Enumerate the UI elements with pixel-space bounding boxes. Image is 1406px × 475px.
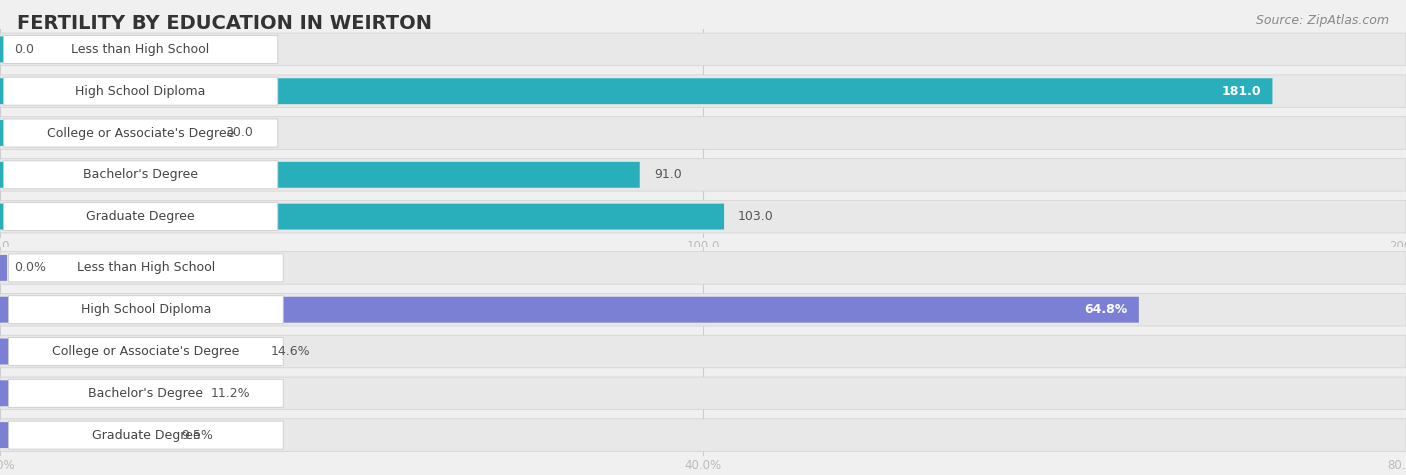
FancyBboxPatch shape [3, 203, 278, 230]
FancyBboxPatch shape [0, 37, 7, 62]
FancyBboxPatch shape [0, 255, 7, 281]
Text: High School Diploma: High School Diploma [80, 303, 211, 316]
FancyBboxPatch shape [3, 119, 278, 147]
Text: College or Associate's Degree: College or Associate's Degree [52, 345, 239, 358]
FancyBboxPatch shape [3, 161, 278, 189]
Text: 30.0: 30.0 [225, 126, 253, 140]
Text: Source: ZipAtlas.com: Source: ZipAtlas.com [1256, 14, 1389, 27]
FancyBboxPatch shape [0, 200, 1406, 233]
FancyBboxPatch shape [0, 162, 640, 188]
Text: 11.2%: 11.2% [211, 387, 250, 400]
FancyBboxPatch shape [0, 335, 1406, 368]
FancyBboxPatch shape [8, 380, 283, 407]
FancyBboxPatch shape [0, 294, 1406, 326]
Text: 181.0: 181.0 [1222, 85, 1261, 98]
FancyBboxPatch shape [0, 422, 167, 448]
Text: FERTILITY BY EDUCATION IN WEIRTON: FERTILITY BY EDUCATION IN WEIRTON [17, 14, 432, 33]
Text: 64.8%: 64.8% [1084, 303, 1128, 316]
FancyBboxPatch shape [0, 297, 1139, 323]
FancyBboxPatch shape [0, 75, 1406, 107]
Text: 9.5%: 9.5% [181, 428, 212, 442]
FancyBboxPatch shape [0, 117, 1406, 149]
FancyBboxPatch shape [8, 254, 283, 282]
Text: 0.0%: 0.0% [14, 261, 46, 275]
Text: Bachelor's Degree: Bachelor's Degree [89, 387, 204, 400]
Text: 0.0: 0.0 [14, 43, 34, 56]
FancyBboxPatch shape [0, 78, 1272, 104]
FancyBboxPatch shape [8, 338, 283, 365]
FancyBboxPatch shape [0, 204, 724, 229]
FancyBboxPatch shape [0, 419, 1406, 451]
Text: Less than High School: Less than High School [72, 43, 209, 56]
Text: Graduate Degree: Graduate Degree [91, 428, 200, 442]
FancyBboxPatch shape [8, 421, 283, 449]
FancyBboxPatch shape [0, 339, 256, 364]
Text: College or Associate's Degree: College or Associate's Degree [46, 126, 235, 140]
FancyBboxPatch shape [0, 120, 211, 146]
FancyBboxPatch shape [3, 77, 278, 105]
FancyBboxPatch shape [0, 33, 1406, 66]
Text: 91.0: 91.0 [654, 168, 682, 181]
FancyBboxPatch shape [3, 36, 278, 63]
FancyBboxPatch shape [0, 380, 197, 406]
FancyBboxPatch shape [0, 377, 1406, 409]
Text: 103.0: 103.0 [738, 210, 773, 223]
FancyBboxPatch shape [0, 159, 1406, 191]
FancyBboxPatch shape [0, 252, 1406, 284]
Text: High School Diploma: High School Diploma [76, 85, 205, 98]
Text: Less than High School: Less than High School [77, 261, 215, 275]
Text: Bachelor's Degree: Bachelor's Degree [83, 168, 198, 181]
FancyBboxPatch shape [8, 296, 283, 323]
Text: 14.6%: 14.6% [270, 345, 311, 358]
Text: Graduate Degree: Graduate Degree [86, 210, 195, 223]
